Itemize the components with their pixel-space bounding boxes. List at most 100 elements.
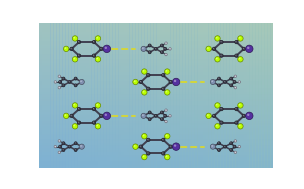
Bar — [159, 23, 162, 168]
Bar — [264, 23, 268, 168]
Bar — [191, 23, 195, 168]
Circle shape — [72, 36, 78, 41]
Bar — [118, 23, 122, 168]
Bar — [39, 33, 273, 35]
Circle shape — [134, 145, 136, 147]
Circle shape — [164, 133, 170, 139]
Circle shape — [155, 115, 156, 116]
Bar — [39, 49, 273, 52]
Bar — [39, 55, 273, 57]
Bar — [39, 73, 273, 75]
Circle shape — [246, 45, 253, 53]
Bar — [39, 42, 273, 45]
Bar — [171, 23, 174, 168]
Bar — [144, 23, 148, 168]
Circle shape — [243, 48, 244, 49]
Circle shape — [149, 118, 150, 119]
Circle shape — [218, 142, 219, 143]
Circle shape — [148, 118, 151, 121]
Bar — [39, 122, 273, 125]
Circle shape — [211, 81, 213, 82]
Circle shape — [149, 45, 150, 46]
Bar — [130, 23, 133, 168]
Circle shape — [58, 75, 60, 77]
Circle shape — [235, 54, 238, 57]
Circle shape — [92, 54, 96, 57]
Bar — [132, 23, 136, 168]
Circle shape — [238, 81, 240, 83]
Circle shape — [64, 114, 66, 116]
Bar — [94, 23, 98, 168]
Circle shape — [142, 154, 147, 160]
Circle shape — [147, 138, 150, 142]
Bar — [39, 136, 273, 139]
Bar — [39, 60, 273, 63]
Circle shape — [224, 81, 226, 84]
Bar — [39, 97, 273, 99]
Circle shape — [169, 48, 170, 49]
Bar — [179, 23, 183, 168]
Circle shape — [54, 145, 57, 148]
Circle shape — [169, 115, 171, 117]
Bar — [39, 131, 273, 134]
Bar — [188, 23, 192, 168]
Bar — [39, 62, 273, 64]
Bar — [100, 23, 104, 168]
Circle shape — [148, 111, 151, 114]
Circle shape — [212, 114, 216, 118]
Bar — [39, 93, 273, 95]
Bar — [39, 149, 273, 152]
Circle shape — [235, 121, 238, 124]
Circle shape — [72, 124, 78, 129]
Circle shape — [154, 47, 157, 50]
Circle shape — [142, 114, 144, 116]
Circle shape — [230, 149, 231, 150]
Circle shape — [92, 40, 96, 44]
Bar — [197, 23, 200, 168]
Circle shape — [161, 152, 165, 155]
Circle shape — [215, 57, 220, 62]
Circle shape — [155, 48, 156, 49]
Circle shape — [72, 103, 78, 108]
Bar — [39, 133, 273, 136]
Bar — [39, 58, 273, 61]
Circle shape — [206, 113, 211, 119]
Bar — [39, 51, 273, 54]
Bar — [39, 107, 273, 110]
Bar — [39, 91, 273, 94]
Circle shape — [234, 75, 237, 77]
Bar — [39, 64, 273, 66]
Circle shape — [165, 54, 166, 55]
Bar — [255, 23, 259, 168]
Bar — [39, 80, 273, 83]
Circle shape — [220, 41, 222, 42]
Bar — [39, 40, 273, 43]
Circle shape — [80, 145, 82, 147]
Circle shape — [162, 88, 163, 89]
Bar — [39, 67, 273, 70]
Circle shape — [224, 81, 225, 82]
Circle shape — [78, 41, 79, 42]
Bar — [39, 75, 273, 77]
Circle shape — [161, 51, 162, 52]
Circle shape — [100, 115, 102, 116]
Bar — [39, 89, 273, 92]
Bar — [97, 23, 101, 168]
Bar — [39, 160, 273, 163]
Bar — [86, 23, 89, 168]
Circle shape — [96, 104, 98, 105]
Bar — [244, 23, 247, 168]
Bar — [220, 23, 224, 168]
Bar — [88, 23, 92, 168]
Circle shape — [161, 118, 163, 121]
Circle shape — [220, 122, 222, 123]
Circle shape — [169, 115, 170, 116]
Bar — [173, 23, 177, 168]
Circle shape — [230, 142, 231, 143]
Bar — [223, 23, 227, 168]
Circle shape — [217, 149, 220, 152]
Circle shape — [147, 74, 150, 77]
Circle shape — [217, 77, 220, 80]
Circle shape — [79, 144, 84, 149]
Circle shape — [161, 44, 163, 47]
